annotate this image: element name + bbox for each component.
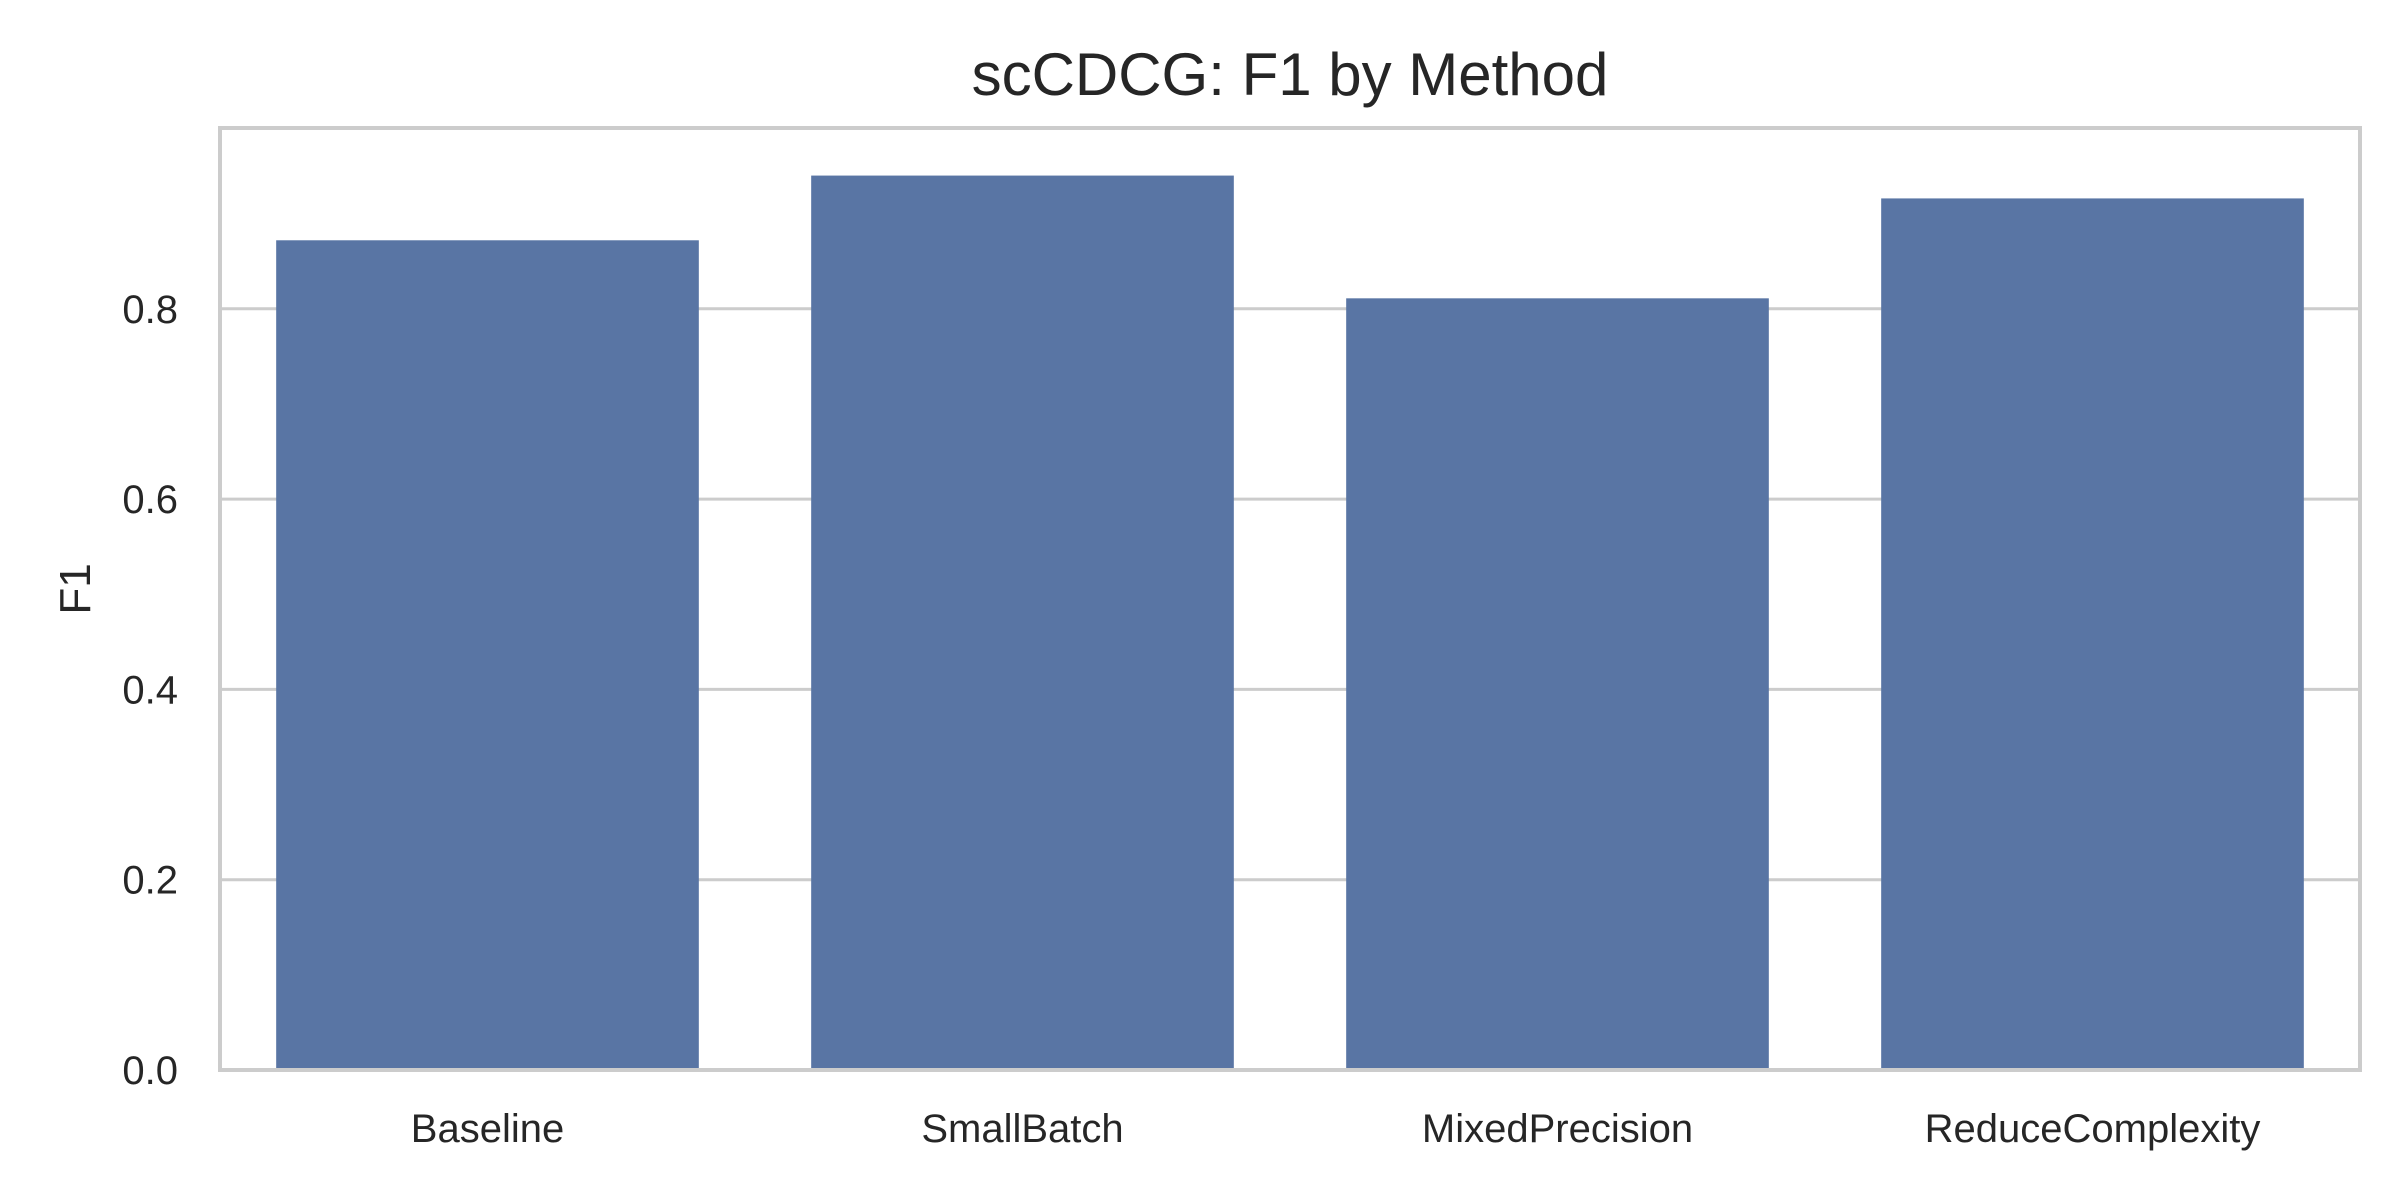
x-tick-label: ReduceComplexity	[1925, 1107, 2261, 1151]
x-tick-label: SmallBatch	[921, 1107, 1123, 1151]
y-tick-labels: 0.0 0.2 0.4 0.6 0.8	[122, 288, 178, 1093]
y-axis-label: F1	[51, 563, 100, 614]
x-tick-label: MixedPrecision	[1422, 1107, 1693, 1151]
bar-smallbatch	[811, 175, 1234, 1071]
bar-reducecomplexity	[1881, 198, 2304, 1071]
y-tick-label: 0.8	[122, 288, 178, 332]
bar-mixedprecision	[1346, 298, 1769, 1071]
y-tick-label: 0.0	[122, 1049, 178, 1093]
x-tick-labels: Baseline SmallBatch MixedPrecision ReduceCo…	[411, 1107, 2261, 1151]
y-tick-label: 0.4	[122, 668, 178, 712]
y-tick-label: 0.6	[122, 478, 178, 522]
bar-baseline	[276, 240, 699, 1070]
y-tick-label: 0.2	[122, 859, 178, 903]
x-tick-label: Baseline	[411, 1107, 564, 1151]
chart-title: scCDCG: F1 by Method	[972, 41, 1609, 108]
bars	[276, 175, 2304, 1071]
plot-frame	[218, 126, 2362, 1072]
